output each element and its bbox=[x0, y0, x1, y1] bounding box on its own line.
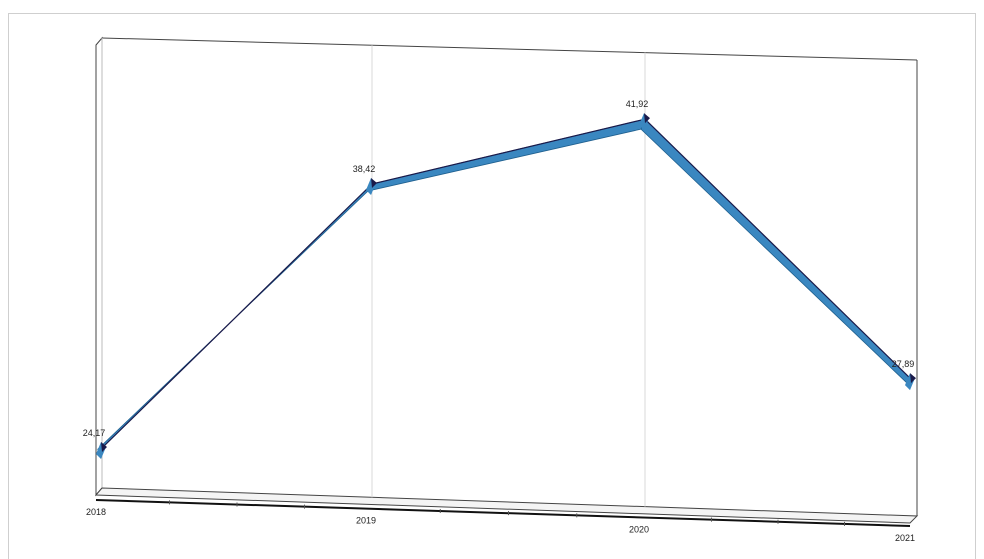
marker-face-2019 bbox=[366, 178, 376, 195]
ribbon-segment-2019-2020 bbox=[367, 118, 646, 192]
x-axis-line bbox=[95, 499, 911, 527]
left-wall bbox=[95, 36, 103, 497]
x-tick-label-2020: 2020 bbox=[629, 524, 649, 534]
marker-2018 bbox=[101, 442, 107, 452]
ribbon-segment-2020-2021 bbox=[640, 118, 912, 384]
vertical-gridlines bbox=[371, 45, 646, 507]
x-tick-label-2018: 2018 bbox=[86, 507, 106, 517]
back-wall-top-edge bbox=[101, 37, 918, 61]
data-label-2019: 38,42 bbox=[353, 164, 376, 174]
ribbon-top-edge-2019-2020 bbox=[371, 118, 646, 185]
x-axis-tick-labels: 2018 2019 2020 2021 bbox=[86, 507, 915, 543]
data-label-2018: 24,17 bbox=[83, 428, 106, 438]
floor bbox=[94, 487, 919, 524]
x-tick-label-2019: 2019 bbox=[356, 516, 376, 526]
marker-2020 bbox=[644, 113, 650, 124]
data-label-2020: 41,92 bbox=[626, 99, 649, 109]
marker-2019 bbox=[371, 178, 377, 188]
data-label-2021: 27,89 bbox=[892, 359, 915, 369]
x-axis-minor-ticks bbox=[169, 500, 845, 526]
x-tick-label-2021: 2021 bbox=[895, 533, 915, 543]
data-labels: 24,17 38,42 41,92 27,89 bbox=[83, 99, 915, 438]
ribbon-top-edge-2020-2021 bbox=[644, 118, 912, 380]
ribbon-top-edge-2018-2019 bbox=[101, 183, 373, 449]
point-markers bbox=[96, 113, 916, 459]
marker-2021 bbox=[910, 373, 916, 384]
series-ribbons bbox=[96, 118, 912, 450]
